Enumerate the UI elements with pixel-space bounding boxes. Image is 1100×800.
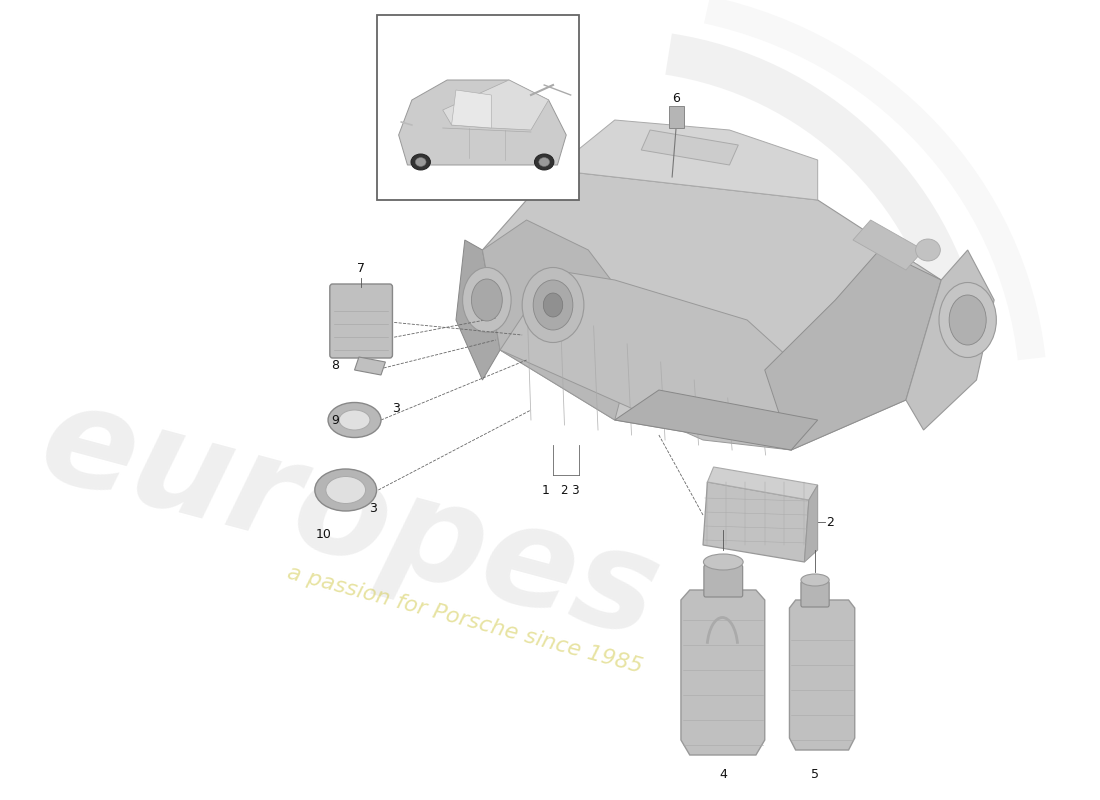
Polygon shape <box>804 485 817 562</box>
Ellipse shape <box>543 293 563 317</box>
Ellipse shape <box>339 410 370 430</box>
Ellipse shape <box>328 402 381 438</box>
Text: 5: 5 <box>811 769 819 782</box>
Polygon shape <box>398 80 566 165</box>
Ellipse shape <box>949 295 987 345</box>
Ellipse shape <box>915 239 940 261</box>
Bar <box>376 15 580 200</box>
Ellipse shape <box>703 554 744 570</box>
Polygon shape <box>681 590 764 755</box>
Polygon shape <box>906 250 994 430</box>
Text: 9: 9 <box>332 414 340 426</box>
Ellipse shape <box>315 469 376 511</box>
Ellipse shape <box>463 267 512 333</box>
Polygon shape <box>703 482 808 562</box>
Polygon shape <box>483 170 942 450</box>
Text: 2: 2 <box>826 515 835 529</box>
Polygon shape <box>354 357 385 375</box>
Text: 10: 10 <box>316 528 331 541</box>
Text: 7: 7 <box>356 262 365 275</box>
Text: 4: 4 <box>719 769 727 782</box>
Polygon shape <box>790 600 855 750</box>
Text: 6: 6 <box>672 92 681 105</box>
Bar <box>669 106 684 128</box>
Ellipse shape <box>522 267 584 342</box>
Text: 3: 3 <box>393 402 400 414</box>
Ellipse shape <box>411 154 430 170</box>
Polygon shape <box>764 250 942 450</box>
Polygon shape <box>852 220 924 270</box>
Text: europes: europes <box>26 373 673 667</box>
Ellipse shape <box>535 154 554 170</box>
Ellipse shape <box>539 158 550 166</box>
FancyBboxPatch shape <box>704 565 742 597</box>
Text: 1: 1 <box>542 483 550 497</box>
Polygon shape <box>442 80 549 130</box>
Ellipse shape <box>534 280 573 330</box>
Text: a passion for Porsche since 1985: a passion for Porsche since 1985 <box>285 563 645 677</box>
Text: 8: 8 <box>331 358 340 371</box>
Ellipse shape <box>416 158 426 166</box>
Ellipse shape <box>801 574 829 586</box>
Polygon shape <box>500 270 835 450</box>
Text: 2 3: 2 3 <box>561 483 580 497</box>
Ellipse shape <box>939 282 997 358</box>
Ellipse shape <box>326 477 365 503</box>
Ellipse shape <box>472 279 503 321</box>
Polygon shape <box>553 120 817 200</box>
Polygon shape <box>456 240 501 380</box>
Polygon shape <box>707 467 817 500</box>
Polygon shape <box>483 220 641 420</box>
FancyBboxPatch shape <box>801 581 829 607</box>
Polygon shape <box>615 390 817 450</box>
Text: 3: 3 <box>370 502 377 514</box>
FancyBboxPatch shape <box>330 284 393 358</box>
Polygon shape <box>452 90 492 128</box>
Polygon shape <box>641 130 738 165</box>
